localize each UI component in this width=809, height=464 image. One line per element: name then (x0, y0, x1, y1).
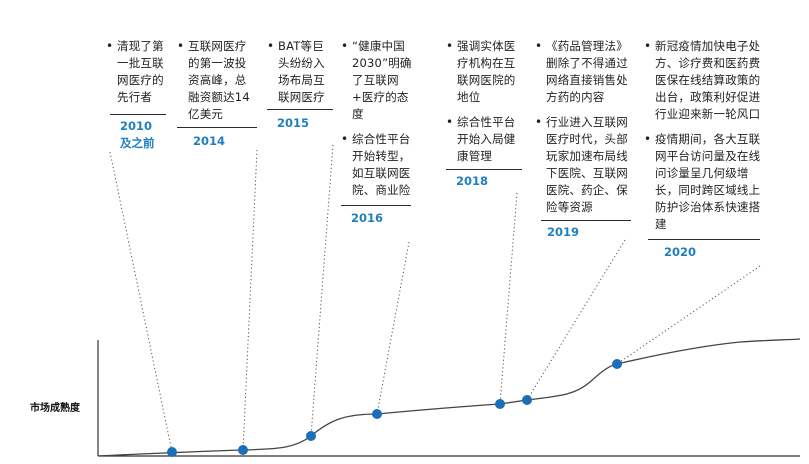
milestone-text: 综合性平台开始转型，如互联网医院、商业险 (352, 132, 411, 197)
milestone-divider (648, 239, 760, 240)
milestone-dot (522, 395, 532, 405)
milestone-year: 2020 (664, 245, 697, 259)
milestone-text: 行业进入互联网医疗时代，头部玩家加速布局线下医院、互联网医院、药企、保险等资源 (546, 115, 628, 214)
connector-line (526, 239, 626, 401)
milestone-text: 强调实体医疗机构在互联网医院的地位 (457, 39, 516, 104)
connector-line (310, 144, 334, 437)
milestone-item: • 强调实体医疗机构在互联网医院的地位 (446, 38, 526, 106)
connector-line (499, 192, 518, 405)
milestone-dot (167, 447, 177, 457)
milestone-divider (541, 220, 631, 221)
connector-line (376, 241, 410, 415)
milestone-divider (177, 127, 257, 128)
milestone-item: • 综合性平台开始转型，如互联网医院、商业险 (341, 131, 415, 199)
milestone-year: 2014 (193, 134, 226, 148)
milestone-divider (110, 114, 166, 115)
milestone-2019: • 《药品管理法》删除了不得通过网络直接销售处方药的内容 • 行业进入互联网医疗时代… (535, 38, 635, 241)
bullet-icon: • (446, 39, 454, 53)
milestone-divider (446, 169, 522, 170)
milestone-text: 互联网医疗的第一波投资高峰，总融资额达14亿美元 (188, 39, 250, 121)
bullet-icon: • (644, 39, 652, 53)
bullet-icon: • (644, 132, 652, 146)
milestone-text: “健康中国2030”明确了互联网+医疗的态度 (352, 39, 412, 121)
bullet-icon: • (177, 39, 185, 53)
milestone-dot (495, 399, 505, 409)
bullet-icon: • (267, 39, 275, 53)
milestone-year: 2018 (456, 174, 489, 188)
milestone-2018: • 强调实体医疗机构在互联网医院的地位 • 综合性平台开始入局健康管理 2018 (446, 38, 526, 190)
milestone-divider (341, 205, 411, 206)
milestone-text: 疫情期间，各大互联网平台访问量及在线问诊量呈几何级增长，同时跨区域线上防护诊治体… (655, 132, 761, 231)
y-axis-label: 市场成熟度 (30, 403, 80, 414)
milestone-text: 新冠疫情加快电子处方、诊疗费和医药费医保在线结算政策的出台，政策利好促进行业迎来… (655, 39, 761, 121)
milestone-divider (267, 109, 333, 110)
milestone-item: • 《药品管理法》删除了不得通过网络直接销售处方药的内容 (535, 38, 635, 106)
bullet-icon: • (535, 39, 543, 53)
milestone-2015: • BAT等巨头纷纷入场布局互联网医疗 2015 (267, 38, 333, 132)
milestone-text: 清现了第一批互联网医疗的先行者 (117, 39, 164, 104)
milestone-2016: • “健康中国2030”明确了互联网+医疗的态度 • 综合性平台开始转型，如互联网医… (341, 38, 415, 227)
milestone-dot (372, 409, 382, 419)
milestone-2010: • 清现了第一批互联网医疗的先行者 2010 及之前 (106, 38, 170, 152)
milestone-year: 2019 (547, 225, 580, 239)
milestone-text: 《药品管理法》删除了不得通过网络直接销售处方药的内容 (546, 39, 628, 104)
maturity-curve (97, 338, 801, 457)
milestone-dot (612, 359, 622, 369)
milestone-text: 综合性平台开始入局健康管理 (457, 115, 516, 163)
bullet-icon: • (106, 39, 114, 53)
bullet-icon: • (446, 115, 454, 129)
bullet-icon: • (535, 115, 543, 129)
milestone-2020: • 新冠疫情加快电子处方、诊疗费和医药费医保在线结算政策的出台，政策利好促进行业迎… (644, 38, 770, 261)
bullet-icon: • (341, 132, 349, 146)
milestone-item: • 新冠疫情加快电子处方、诊疗费和医药费医保在线结算政策的出台，政策利好促进行业迎… (644, 38, 770, 123)
connector-line (109, 151, 173, 453)
milestone-item: • 互联网医疗的第一波投资高峰，总融资额达14亿美元 (177, 38, 257, 123)
milestone-item: • 综合性平台开始入局健康管理 (446, 114, 526, 165)
milestone-dot (238, 445, 248, 455)
milestone-2014: • 互联网医疗的第一波投资高峰，总融资额达14亿美元 2014 (177, 38, 257, 150)
milestone-dot (306, 431, 316, 441)
connector-line (242, 149, 258, 451)
milestone-item: • 疫情期间，各大互联网平台访问量及在线问诊量呈几何级增长，同时跨区域线上防护诊治… (644, 131, 770, 233)
milestone-item: • BAT等巨头纷纷入场布局互联网医疗 (267, 38, 333, 106)
milestone-item: • 行业进入互联网医疗时代，头部玩家加速布局线下医院、互联网医院、药企、保险等资源 (535, 114, 635, 216)
milestone-year: 2010 及之前 (120, 119, 155, 150)
milestone-item: • “健康中国2030”明确了互联网+医疗的态度 (341, 38, 415, 123)
bullet-icon: • (341, 39, 349, 53)
connector-line (616, 265, 761, 365)
milestone-year: 2015 (277, 116, 310, 130)
milestone-year: 2016 (351, 211, 384, 225)
milestone-text: BAT等巨头纷纷入场布局互联网医疗 (278, 39, 325, 104)
milestone-item: • 清现了第一批互联网医疗的先行者 (106, 38, 170, 106)
